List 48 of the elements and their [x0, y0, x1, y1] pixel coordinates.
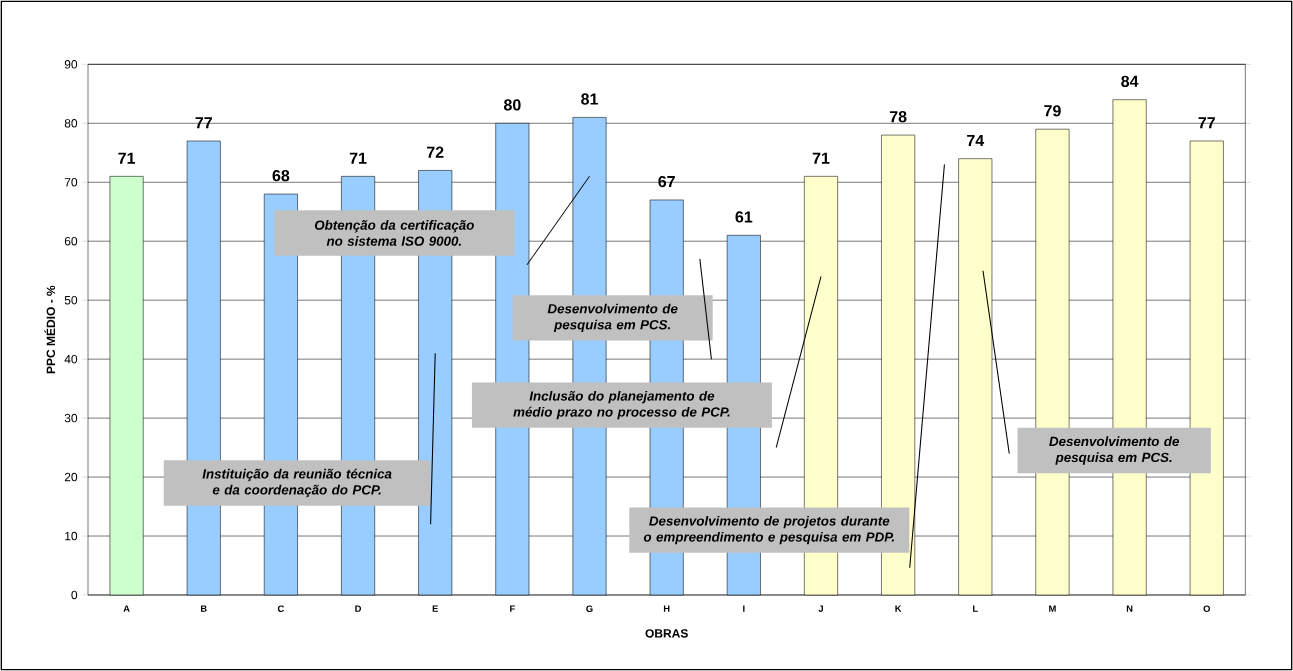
- data-label: 77: [1198, 117, 1215, 129]
- x-tick-label: B: [201, 605, 207, 612]
- x-tick-label: J: [818, 605, 823, 612]
- y-tick-label: 90: [64, 60, 78, 69]
- data-label: 61: [735, 211, 753, 223]
- data-label: 79: [1044, 105, 1061, 117]
- y-tick-label: 0: [71, 590, 78, 600]
- x-axis-title: OBRAS: [645, 629, 688, 638]
- data-label: 78: [889, 111, 907, 123]
- data-label: 71: [349, 152, 367, 164]
- y-axis-title: PPC MÉDIO - %: [44, 285, 56, 374]
- y-tick-label: 50: [64, 295, 78, 305]
- data-label: 80: [503, 99, 521, 111]
- data-label: 77: [195, 117, 212, 129]
- x-tick-label: H: [663, 605, 670, 612]
- x-tick-label: C: [277, 605, 285, 612]
- y-tick-label: 10: [65, 531, 78, 541]
- annotation: Desenvolvimento de pesquisa em PCS.: [547, 303, 678, 333]
- data-label: 71: [812, 152, 830, 164]
- x-tick-label: G: [586, 605, 593, 612]
- x-tick-label: I: [743, 605, 745, 612]
- x-tick-label: L: [973, 605, 978, 612]
- y-tick-label: 80: [64, 119, 78, 128]
- x-tick-label: K: [895, 605, 902, 612]
- y-tick-label: 40: [64, 354, 78, 364]
- y-tick-label: 60: [64, 236, 78, 246]
- annotation: Desenvolvimento de pesquisa em PCS.: [1049, 436, 1179, 465]
- data-label: 84: [1121, 75, 1139, 87]
- annotation: Inclusão do planejamento de médio prazo no processo de PCP.: [513, 390, 730, 420]
- y-tick-label: 20: [64, 472, 78, 482]
- x-tick-label: O: [1203, 605, 1210, 612]
- x-tick-label: F: [510, 605, 515, 612]
- y-tick-label: 70: [64, 178, 78, 187]
- x-tick-label: M: [1049, 605, 1056, 612]
- annotation: Desenvolvimento de projetos durante o empreendimento e pesquisa em PDP.: [643, 515, 894, 545]
- x-tick-label: A: [123, 605, 130, 612]
- data-label: 74: [967, 134, 985, 146]
- x-tick-label: E: [432, 605, 438, 612]
- data-label: 81: [581, 93, 598, 105]
- y-tick-label: 30: [64, 413, 78, 423]
- x-tick-label: N: [1126, 605, 1133, 612]
- annotation: Obtenção da certificação no sistema ISO 9000.: [314, 220, 474, 246]
- annotation: Instituição da reunião técnica e da coordenação do PCP.: [202, 468, 392, 498]
- data-label: 71: [118, 152, 136, 164]
- x-tick-label: D: [355, 605, 362, 612]
- data-label: 67: [658, 175, 675, 188]
- data-label: 72: [427, 146, 444, 158]
- data-label: 68: [272, 170, 290, 182]
